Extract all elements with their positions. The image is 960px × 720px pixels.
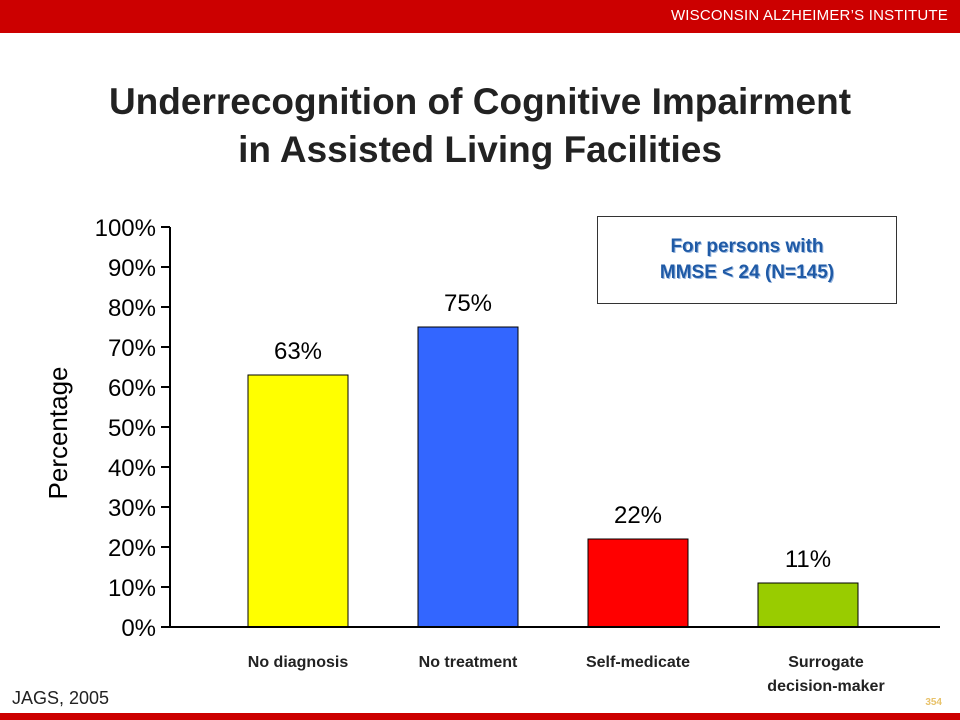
y-axis-ticks: 0% 10% 20% 30% 40% 50% 60% 70% 80% 90% 100% [95,215,170,642]
category-label: decision-maker [767,678,884,695]
category-label: No treatment [419,654,518,671]
slide-title: Underrecognition of Cognitive Impairment… [0,78,960,174]
bar-value-label: 22% [614,502,662,529]
y-tick-label: 70% [108,335,156,362]
y-tick-label: 90% [108,255,156,282]
y-tick-label: 20% [108,535,156,562]
bar-value-label: 75% [444,290,492,317]
slide-title-line-2: in Assisted Living Facilities [238,129,722,170]
y-tick-label: 100% [95,215,156,242]
bar [757,582,859,628]
category-label: Surrogate [788,654,864,671]
annotation-line-1: For persons with [670,236,824,257]
bar [247,374,349,628]
y-tick-label: 30% [108,495,156,522]
bar-value-label: 63% [274,338,322,365]
slide-title-line-1: Underrecognition of Cognitive Impairment [108,81,852,122]
category-label: No diagnosis [248,654,349,671]
bar [417,326,519,628]
y-tick-label: 50% [108,415,156,442]
bar [587,538,689,628]
organization-name: WISCONSIN ALZHEIMER’S INSTITUTE [670,7,948,24]
bar-value-label: 11% [785,546,831,573]
annotation-box: For persons with MMSE < 24 (N=145) [597,216,897,304]
header-bar: WISCONSIN ALZHEIMER’S INSTITUTE [0,0,960,33]
source-citation: JAGS, 2005 [12,688,110,708]
y-axis-title: Percentage [43,367,73,500]
annotation-line-2: MMSE < 24 (N=145) [659,262,835,283]
category-labels: No diagnosis No treatment Self-medicate Sur… [248,654,885,695]
y-tick-label: 80% [108,295,156,322]
data-labels: 63% 75% 22% 11% [274,290,831,573]
y-tick-label: 60% [108,375,156,402]
y-tick-label: 0% [121,615,156,642]
y-tick-label: 40% [108,455,156,482]
y-tick-label: 10% [108,575,156,602]
category-label: Self-medicate [586,654,690,671]
bars [247,326,859,628]
footer-bar [0,713,960,720]
slide-number: 354 [925,697,942,708]
